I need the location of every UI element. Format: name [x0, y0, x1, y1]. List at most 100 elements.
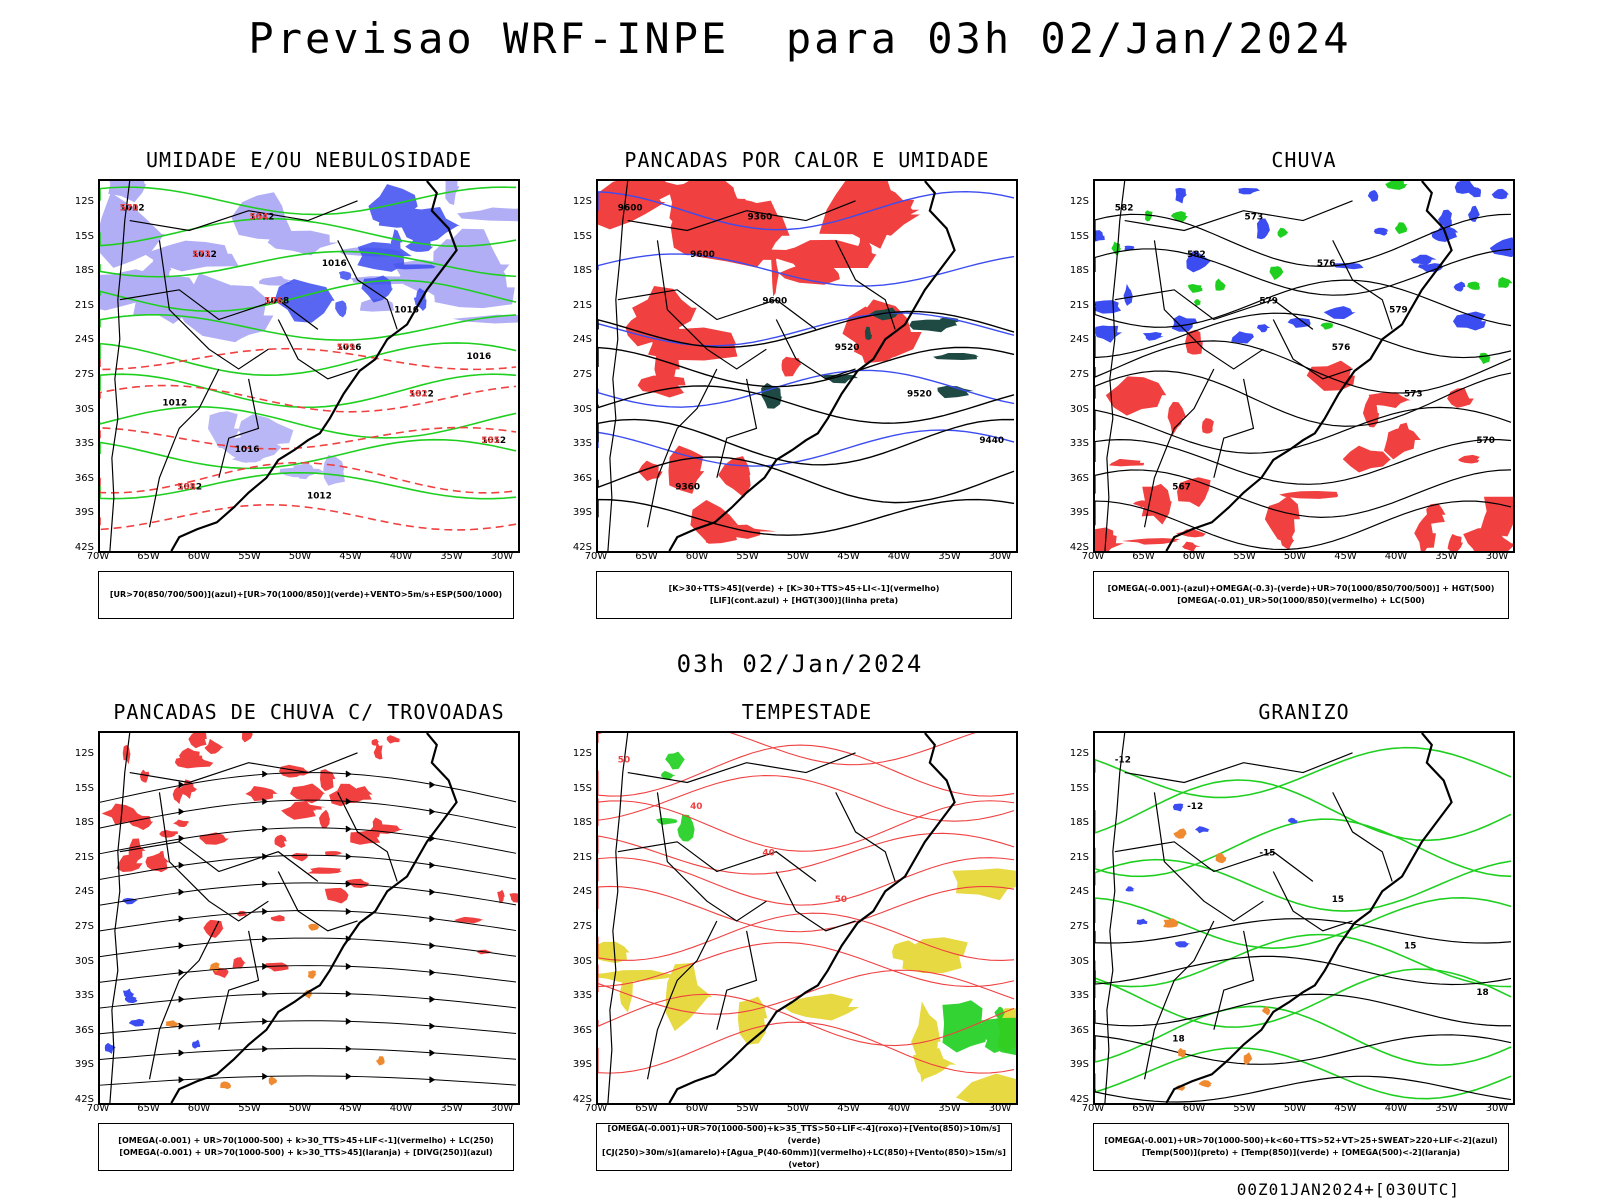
contour-label: 564: [250, 213, 269, 223]
lat-label: 21S: [572, 299, 592, 311]
lat-label: 24S: [572, 334, 592, 346]
contour-label: 50: [618, 756, 630, 766]
panel-title-pancadas_trovoadas: PANCADAS DE CHUVA C/ TROVOADAS: [113, 700, 505, 724]
lat-label: 12S: [572, 748, 592, 759]
lon-label: 55W: [1233, 1103, 1256, 1114]
lat-label: 42S: [572, 542, 592, 553]
lat-label: 12S: [572, 196, 592, 207]
hail-blue: [1125, 803, 1299, 948]
panel-title-pancadas_calor: PANCADAS POR CALOR E UMIDADE: [624, 148, 990, 172]
lon-label: 35W: [440, 551, 463, 562]
lat-label: 30S: [74, 403, 94, 415]
contour-label: 576: [1317, 259, 1336, 269]
lat-label: 27S: [572, 921, 592, 932]
coastline: [607, 733, 956, 1103]
contour-label: 18: [1476, 988, 1488, 998]
showers-green-dark: [761, 307, 979, 409]
jet-yellow: [598, 941, 860, 1045]
lat-label: 42S: [74, 542, 94, 553]
lat-label: 39S: [74, 507, 94, 519]
lif-blue: [598, 190, 1015, 467]
lat-label: 42S: [572, 1094, 592, 1105]
contour-label: -12: [1115, 756, 1131, 766]
contour-label: 579: [1389, 306, 1408, 316]
lon-label: 35W: [440, 1103, 463, 1114]
lat-label: 33S: [74, 990, 94, 1002]
lat-label: 21S: [1069, 851, 1089, 863]
panel-title-chuva: CHUVA: [1271, 148, 1337, 172]
lon-label: 65W: [137, 551, 160, 562]
lon-label: 65W: [1132, 1103, 1155, 1114]
lat-label: 39S: [74, 1059, 94, 1071]
contour-label: 1016: [322, 259, 347, 269]
lon-label: 65W: [137, 1103, 160, 1114]
lat-label: 21S: [1069, 299, 1089, 311]
lat-label: 30S: [572, 955, 592, 967]
lon-label: 60W: [187, 551, 211, 562]
contour-label: 15: [1332, 895, 1344, 905]
lat-label: 27S: [1069, 369, 1089, 380]
map-tempestade: 50 40 40 50: [596, 731, 1018, 1105]
legend-line: [UR>70(850/700/500)](azul)+[UR>70(1000/8…: [109, 590, 503, 599]
lat-label: 27S: [572, 369, 592, 380]
contour-label: 1012: [409, 390, 434, 400]
contour-label: 582: [1115, 204, 1134, 214]
lat-label: 33S: [572, 990, 592, 1002]
jet-yellow-east: [892, 868, 1016, 974]
state-borders: [119, 200, 398, 528]
contour-label: 15: [1404, 942, 1416, 952]
lon-label: 70W: [584, 1103, 608, 1114]
lon-label: 35W: [938, 1103, 961, 1114]
lon-label: 50W: [786, 1103, 810, 1114]
contour-label: 567: [1172, 483, 1191, 493]
rain-omega-green: [1111, 181, 1513, 365]
lat-label: 15S: [572, 782, 592, 794]
lon-label: 50W: [1283, 1103, 1307, 1114]
contour-label: 573: [1245, 213, 1264, 223]
contour-label: 582: [1187, 250, 1206, 260]
legend-granizo: [OMEGA(-0.001)+UR>70(1000-500)+k<60+TTS>…: [1093, 1123, 1509, 1171]
lon-label: 60W: [1182, 1103, 1206, 1114]
lon-label: 70W: [86, 1103, 110, 1114]
lat-label: 15S: [74, 782, 94, 794]
lon-label: 50W: [786, 551, 810, 562]
lat-label: 39S: [572, 1059, 592, 1071]
contour-label: 582: [409, 390, 428, 400]
panel-title-tempestade: TEMPESTADE: [741, 700, 873, 724]
lat-label: 30S: [74, 955, 94, 967]
contour-label: 50: [835, 895, 847, 905]
lat-label: 39S: [1069, 1059, 1089, 1071]
lon-label: 70W: [1081, 551, 1105, 562]
lat-label: 24S: [74, 334, 94, 346]
map-umidade: 1012 1012 1008 1016 1012 1012 1012 1012 1016 1016…: [98, 179, 520, 553]
lat-label: 18S: [74, 265, 94, 277]
contour-label: 1012: [481, 436, 506, 446]
lat-label: 12S: [74, 196, 94, 207]
lat-label: 33S: [1069, 438, 1089, 450]
lat-label: 39S: [1069, 507, 1089, 519]
omega500-orange: [1163, 828, 1271, 1091]
lon-label: 65W: [1132, 551, 1155, 562]
legend-line: [CJ(250)>30m/s](amarelo)+[Agua_P(40-60mm…: [602, 1148, 1006, 1169]
legend-chuva: [OMEGA(-0.001)-(azul)+OMEGA(-0.3)-(verde…: [1093, 571, 1509, 619]
thunder-orange: [165, 923, 385, 1090]
lat-label: 30S: [1069, 955, 1089, 967]
state-borders: [1114, 200, 1393, 528]
contour-label: 576: [264, 297, 283, 307]
map-granizo: -12 -12 -15 15 15 18 18: [1093, 731, 1515, 1105]
lon-label: 50W: [288, 551, 312, 562]
contour-label: 1012: [120, 204, 145, 214]
lon-label: 55W: [238, 1103, 261, 1114]
lon-label: 45W: [837, 1103, 860, 1114]
lat-label: 12S: [1069, 196, 1089, 207]
lon-label: 60W: [1182, 551, 1206, 562]
lon-label: 55W: [736, 1103, 759, 1114]
contour-label: 1016: [235, 445, 260, 455]
hgt500-black: [1095, 213, 1512, 551]
lat-label: 36S: [74, 472, 94, 484]
legend-line: [OMEGA(-0.001)+UR>70(1000-500)+k>35_TTS>…: [607, 1124, 1001, 1145]
contour-label: 1016: [466, 352, 491, 362]
lon-label: 50W: [288, 1103, 312, 1114]
mid-title: 03h 02/Jan/2024: [676, 650, 924, 678]
lat-label: 42S: [74, 1094, 94, 1105]
